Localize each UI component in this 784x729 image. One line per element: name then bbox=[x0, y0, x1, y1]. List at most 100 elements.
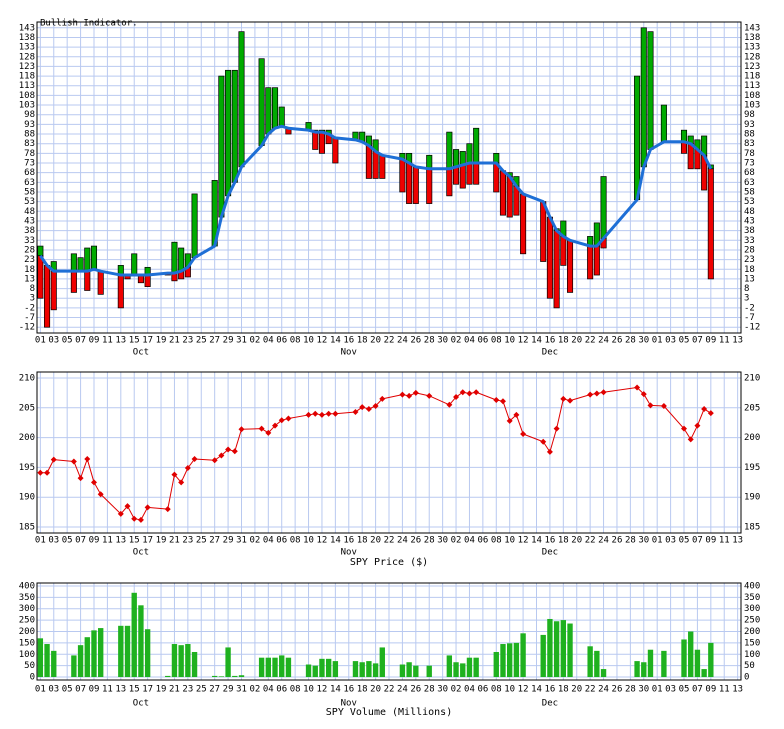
x-tick-label: 12 bbox=[317, 336, 328, 346]
point-marker bbox=[77, 475, 84, 482]
bar bbox=[513, 642, 520, 678]
point-marker bbox=[640, 391, 647, 398]
point-marker bbox=[701, 405, 708, 412]
point-marker bbox=[258, 425, 265, 432]
x-tick-label: 26 bbox=[410, 336, 421, 346]
y-tick-label: 13 bbox=[744, 274, 755, 284]
bar bbox=[305, 664, 312, 678]
point-marker bbox=[164, 506, 171, 513]
y-tick-label: -2 bbox=[24, 303, 35, 313]
y-tick-label: 48 bbox=[24, 207, 35, 217]
bar bbox=[694, 649, 701, 678]
x-tick-label: 17 bbox=[142, 685, 153, 695]
x-tick-label: 12 bbox=[317, 685, 328, 695]
x-tick-label: 05 bbox=[62, 685, 73, 695]
bar bbox=[319, 658, 325, 678]
y-tick-label: 150 bbox=[744, 638, 760, 648]
x-tick-label: 01 bbox=[652, 685, 663, 695]
point-marker bbox=[379, 395, 386, 402]
bar bbox=[258, 657, 265, 678]
bar bbox=[131, 592, 137, 678]
bar bbox=[225, 69, 232, 197]
bar bbox=[84, 270, 91, 291]
x-tick-label: 07 bbox=[75, 536, 86, 546]
x-tick-label: 04 bbox=[263, 336, 274, 346]
x-tick-label: 23 bbox=[182, 536, 193, 546]
y-tick-label: 23 bbox=[744, 255, 755, 265]
x-tick-label: 18 bbox=[357, 536, 368, 546]
x-tick-label: 08 bbox=[491, 536, 502, 546]
x-tick-label: 31 bbox=[236, 685, 247, 695]
point-marker bbox=[707, 410, 714, 417]
point-marker bbox=[218, 452, 225, 459]
bar bbox=[446, 131, 453, 170]
point-marker bbox=[44, 469, 51, 476]
bar bbox=[144, 274, 151, 287]
x-tick-label: 01 bbox=[652, 336, 663, 346]
x-tick-label: 02 bbox=[451, 536, 462, 546]
y-tick-label: 28 bbox=[24, 245, 35, 255]
x-tick-label: 24 bbox=[397, 336, 408, 346]
x-tick-label: 26 bbox=[410, 536, 421, 546]
y-tick-label: -7 bbox=[744, 313, 755, 323]
bar bbox=[466, 657, 473, 678]
point-marker bbox=[560, 395, 567, 402]
y-tick-label: 63 bbox=[744, 178, 755, 188]
bar bbox=[647, 31, 654, 150]
x-tick-label: 04 bbox=[464, 536, 475, 546]
x-tick-label: 24 bbox=[598, 336, 609, 346]
y-tick-label: 23 bbox=[24, 255, 35, 265]
x-tick-label: 17 bbox=[142, 336, 153, 346]
x-tick-label: 02 bbox=[249, 685, 260, 695]
x-tick-label: 16 bbox=[544, 685, 555, 695]
bar bbox=[701, 669, 707, 678]
bar bbox=[399, 158, 406, 193]
bar bbox=[258, 58, 265, 146]
point-marker bbox=[50, 456, 57, 463]
y-tick-label: 205 bbox=[19, 403, 35, 413]
x-tick-label: 16 bbox=[544, 336, 555, 346]
bar bbox=[131, 253, 138, 276]
bar bbox=[680, 129, 688, 143]
x-tick-label: 30 bbox=[638, 685, 649, 695]
y-tick-label: 108 bbox=[19, 91, 35, 101]
bar bbox=[566, 239, 574, 293]
point-marker bbox=[681, 425, 688, 432]
month-label: Oct bbox=[133, 348, 149, 358]
y-tick-label: 118 bbox=[19, 72, 35, 82]
x-tick-label: 11 bbox=[719, 336, 730, 346]
x-tick-label: 04 bbox=[464, 685, 475, 695]
point-marker bbox=[278, 417, 285, 424]
y-tick-label: 98 bbox=[24, 110, 35, 120]
bar bbox=[641, 662, 647, 678]
y-tick-label: 68 bbox=[744, 168, 755, 178]
y-tick-label: 133 bbox=[19, 43, 35, 53]
bar bbox=[191, 193, 198, 259]
bar bbox=[171, 644, 178, 678]
bar bbox=[426, 168, 433, 204]
y-tick-label: 53 bbox=[24, 197, 35, 207]
point-marker bbox=[178, 479, 185, 486]
point-marker bbox=[225, 446, 232, 453]
bar bbox=[225, 647, 231, 678]
x-tick-label: 07 bbox=[75, 336, 86, 346]
x-tick-label: 22 bbox=[384, 336, 395, 346]
bar bbox=[600, 176, 607, 239]
bar bbox=[688, 631, 694, 678]
x-tick-label: 02 bbox=[451, 336, 462, 346]
point-marker bbox=[312, 410, 319, 417]
month-label: Nov bbox=[341, 548, 357, 558]
month-label: Oct bbox=[133, 548, 149, 558]
y-tick-label: 118 bbox=[744, 72, 760, 82]
point-marker bbox=[499, 398, 506, 405]
x-tick-label: 12 bbox=[518, 336, 529, 346]
x-tick-label: 26 bbox=[410, 685, 421, 695]
bar bbox=[593, 245, 600, 276]
y-tick-label: 300 bbox=[19, 604, 35, 614]
point-marker bbox=[593, 390, 600, 397]
x-tick-label: 08 bbox=[290, 685, 301, 695]
x-tick-label: 19 bbox=[156, 685, 167, 695]
bar bbox=[178, 645, 184, 678]
y-tick-label: 210 bbox=[744, 373, 760, 383]
y-tick-label: 0 bbox=[744, 673, 749, 683]
